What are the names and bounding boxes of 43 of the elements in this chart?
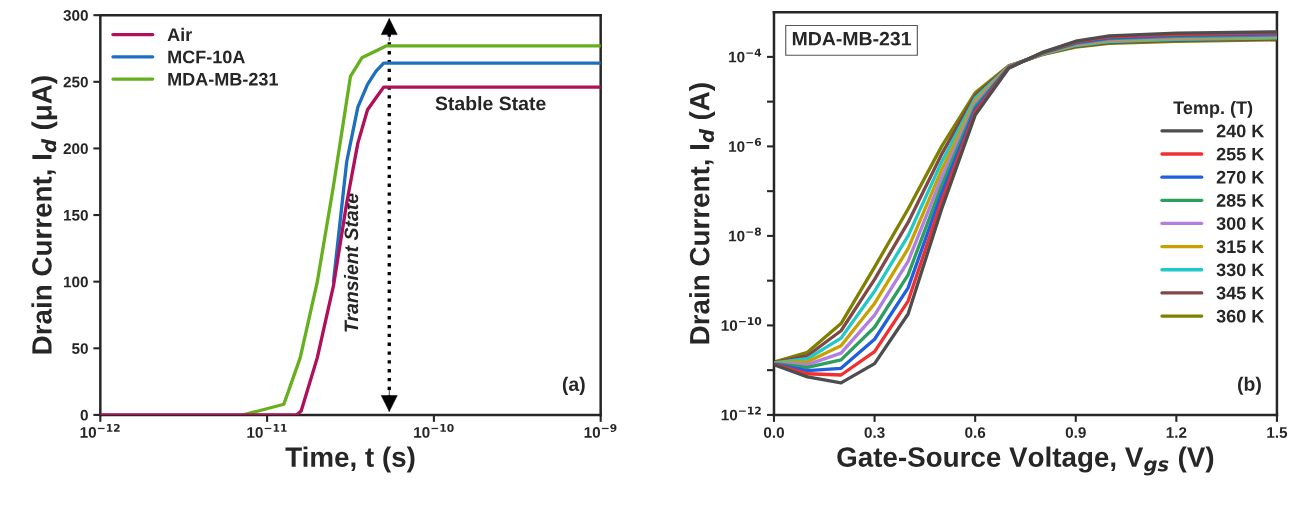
x-axis-title: Time, t (s) — [285, 446, 415, 473]
y-axis-title: Drain Current, I$_{d}$ (A) — [689, 83, 715, 344]
annotation: (a) — [562, 376, 585, 395]
x-tick-label: 0.6 — [965, 427, 986, 438]
y-tick-label: 0 — [80, 409, 88, 421]
y-tick-label: 300 — [63, 10, 88, 21]
legend-label: 330 K — [1216, 263, 1265, 277]
x-tick-label: 0.0 — [763, 427, 784, 438]
legend-label: 360 K — [1216, 309, 1265, 323]
annotation: Stable State — [435, 96, 546, 111]
legend-label: 270 K — [1216, 170, 1265, 184]
y-tick-label: 150 — [64, 209, 88, 221]
y-tick-label: 250 — [63, 76, 88, 88]
x-tick-label: 1.5 — [1267, 427, 1288, 438]
legend-label: 315 K — [1216, 240, 1265, 254]
legend-label: Air — [167, 27, 192, 41]
x-tick-label: 10$^{−11}$ — [247, 424, 287, 438]
x-tick-label: 0.3 — [864, 427, 885, 438]
legend-title: Temp. (T) — [1173, 100, 1253, 118]
x-tick-label: 10$^{−9}$ — [584, 423, 617, 438]
y-tick-label: 10$^{−4}$ — [729, 48, 762, 63]
annotation: Transient State — [343, 193, 359, 332]
y-tick-label: 10$^{−10}$ — [721, 317, 762, 331]
legend-label: 255 K — [1216, 147, 1265, 161]
annotation: MDA-MB-231 — [792, 31, 911, 46]
legend-label: 345 K — [1216, 286, 1265, 300]
y-tick-label: 10$^{−12}$ — [721, 406, 761, 421]
legend-label: 240 K — [1216, 124, 1265, 138]
x-tick-label: 0.9 — [1065, 427, 1086, 438]
y-tick-label: 10$^{−8}$ — [729, 227, 761, 242]
y-axis-title: Drain Current, I$_{d}$ (μA) — [31, 76, 58, 354]
y-tick-label: 10$^{−6}$ — [729, 138, 762, 152]
legend-label: MCF-10A — [168, 50, 245, 64]
y-tick-label: 200 — [63, 143, 88, 155]
annotation: (b) — [1238, 376, 1261, 395]
x-axis-title: Gate-Source Voltage, V$_{gs}$ (V) — [837, 446, 1214, 476]
x-tick-label: 10$^{−10}$ — [414, 423, 454, 438]
legend-label: 285 K — [1216, 194, 1265, 207]
x-tick-label: 1.2 — [1166, 427, 1187, 438]
y-tick-label: 100 — [64, 276, 88, 288]
legend-label: 300 K — [1216, 217, 1265, 230]
y-tick-label: 50 — [72, 343, 88, 354]
legend-label: MDA-MB-231 — [168, 72, 278, 86]
